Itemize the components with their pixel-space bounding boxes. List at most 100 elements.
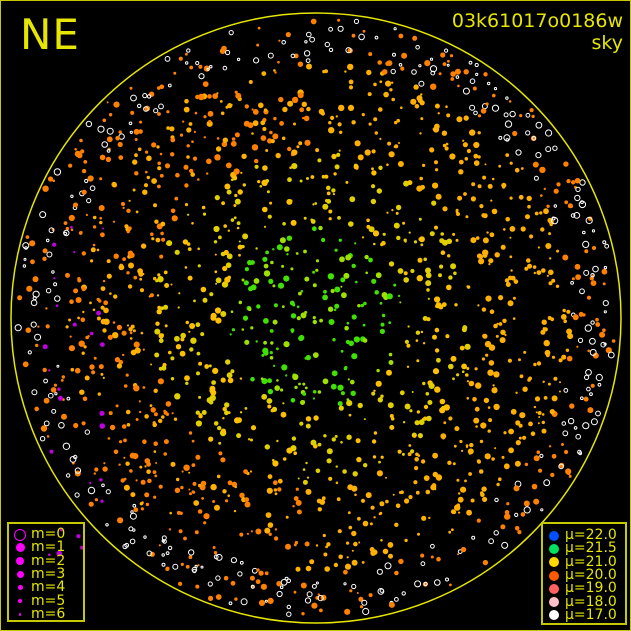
star-marker — [259, 185, 263, 188]
star-marker — [401, 452, 405, 456]
star-marker — [549, 222, 553, 227]
star-marker — [37, 325, 40, 328]
star-marker — [214, 307, 222, 314]
star-marker — [267, 404, 272, 409]
star-marker — [213, 225, 220, 233]
star-marker — [532, 265, 537, 269]
star-marker — [398, 142, 400, 144]
star-marker — [82, 396, 88, 402]
star-marker — [116, 324, 122, 330]
star-marker — [102, 376, 105, 379]
star-marker — [225, 49, 231, 56]
catalog-star-marker — [102, 227, 105, 230]
star-marker — [330, 383, 337, 390]
star-marker — [587, 349, 590, 353]
star-marker — [70, 194, 74, 199]
star-marker — [244, 104, 249, 109]
star-marker — [553, 204, 557, 208]
star-marker — [351, 120, 356, 125]
star-marker — [328, 217, 332, 221]
star-marker — [137, 147, 142, 152]
star-marker — [261, 393, 268, 400]
star-marker — [481, 213, 486, 218]
star-marker — [117, 517, 124, 524]
star-marker — [153, 412, 158, 417]
star-marker — [501, 541, 509, 549]
magnitude-label: m=0 — [31, 526, 66, 543]
star-marker — [207, 581, 213, 587]
star-marker — [568, 474, 572, 478]
brightness-label: μ=19.0 — [565, 580, 617, 597]
star-marker — [239, 377, 243, 380]
star-marker — [196, 323, 200, 327]
star-marker — [461, 370, 465, 374]
star-marker — [84, 178, 89, 184]
star-marker — [280, 411, 287, 418]
star-marker — [124, 224, 129, 229]
star-marker — [75, 297, 82, 303]
star-marker — [51, 270, 55, 274]
star-marker — [481, 357, 485, 361]
star-marker — [351, 353, 358, 360]
star-marker — [480, 422, 487, 429]
star-marker — [158, 544, 161, 547]
star-marker — [543, 396, 548, 400]
star-marker — [247, 307, 252, 312]
star-marker — [192, 490, 196, 494]
star-marker — [305, 416, 312, 422]
star-marker — [563, 319, 567, 324]
star-marker — [515, 149, 522, 156]
star-marker — [244, 407, 248, 410]
star-marker — [337, 25, 344, 32]
star-marker — [242, 233, 249, 240]
star-marker — [353, 18, 360, 24]
star-marker — [324, 41, 330, 48]
star-marker — [410, 98, 417, 105]
star-marker — [282, 222, 286, 226]
star-marker — [218, 441, 222, 445]
magnitude-legend-item: m=0 — [9, 526, 83, 543]
star-marker — [539, 211, 543, 215]
star-marker — [324, 69, 328, 74]
image-caption: 03k61017o0186w sky — [452, 10, 623, 54]
star-marker — [215, 594, 222, 600]
star-marker — [74, 367, 81, 374]
star-marker — [408, 444, 412, 447]
image-id: 03k61017o0186w — [451, 10, 623, 32]
star-marker — [432, 126, 440, 133]
star-marker — [80, 149, 85, 154]
star-marker — [543, 479, 551, 487]
star-marker — [438, 273, 442, 278]
star-marker — [293, 451, 298, 456]
star-marker — [100, 232, 105, 238]
star-marker — [215, 146, 222, 152]
star-marker — [506, 502, 510, 506]
star-marker — [22, 242, 30, 250]
star-marker — [157, 378, 164, 385]
star-marker — [518, 423, 523, 428]
star-marker — [162, 539, 167, 544]
catalog-star-marker — [100, 499, 104, 503]
star-marker — [448, 416, 453, 421]
star-marker — [417, 97, 423, 103]
star-marker — [505, 282, 511, 287]
star-marker — [503, 431, 507, 435]
star-marker — [371, 200, 374, 203]
star-marker — [520, 167, 524, 170]
star-marker — [269, 329, 274, 333]
star-marker — [118, 130, 122, 134]
star-marker — [153, 108, 159, 114]
star-marker — [469, 104, 476, 111]
star-marker — [333, 308, 337, 312]
brightness-legend-item: μ=18.0 — [543, 593, 625, 610]
star-marker — [304, 276, 310, 282]
star-marker — [601, 268, 608, 275]
brightness-label: μ=18.0 — [565, 593, 617, 610]
star-marker — [264, 527, 271, 534]
star-marker — [338, 554, 344, 560]
catalog-star-marker — [42, 344, 48, 350]
star-marker — [441, 436, 445, 440]
star-marker — [221, 45, 227, 52]
star-marker — [470, 498, 475, 503]
star-marker — [310, 218, 314, 222]
